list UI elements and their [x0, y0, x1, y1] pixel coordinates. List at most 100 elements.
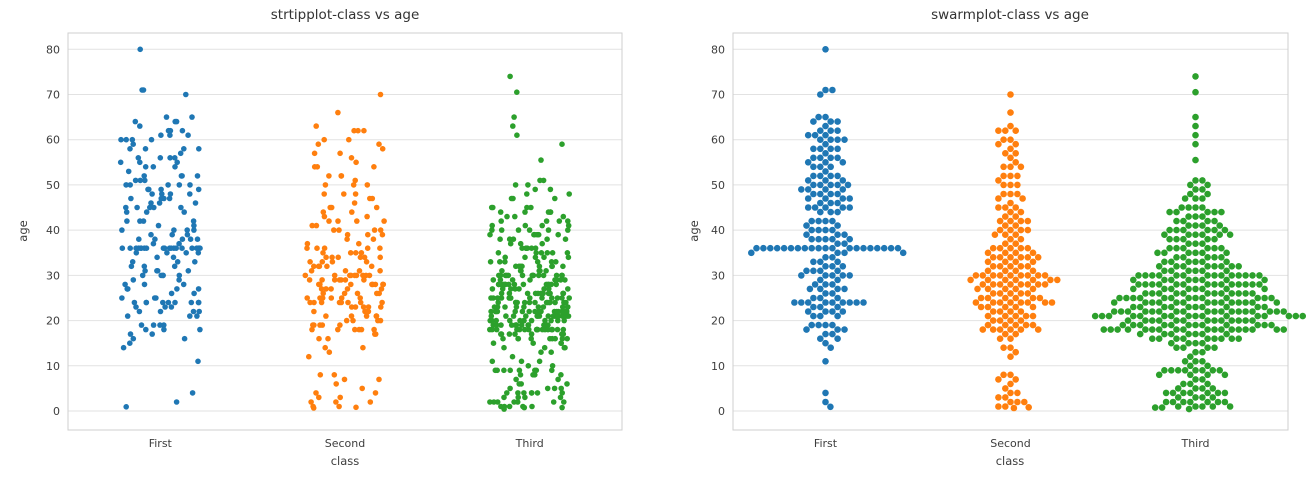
data-point — [316, 335, 322, 342]
data-point — [1192, 321, 1199, 329]
data-point — [1235, 272, 1242, 279]
data-point — [551, 308, 558, 315]
data-point — [1007, 172, 1014, 180]
data-point — [1012, 127, 1019, 134]
data-point — [168, 304, 175, 310]
data-point — [323, 286, 329, 292]
data-point — [1199, 177, 1206, 184]
data-point — [810, 172, 817, 180]
data-point — [827, 154, 834, 162]
data-point — [565, 286, 571, 292]
data-point — [1223, 249, 1230, 257]
data-point — [822, 46, 829, 53]
data-point — [1192, 204, 1199, 211]
data-point — [846, 244, 853, 252]
data-point — [822, 244, 829, 252]
data-point — [195, 250, 202, 256]
data-point — [336, 227, 342, 233]
data-point — [1161, 267, 1168, 275]
data-point — [804, 299, 812, 306]
data-point — [1204, 389, 1211, 397]
data-point — [1161, 367, 1168, 374]
data-point — [1029, 312, 1037, 320]
y-tick-label: 40 — [46, 224, 60, 237]
data-point — [810, 163, 817, 171]
data-point — [561, 313, 568, 319]
data-point — [1041, 299, 1049, 306]
data-point — [1256, 272, 1263, 279]
data-point — [811, 131, 819, 139]
data-point — [1192, 156, 1199, 164]
data-point — [822, 168, 829, 175]
data-point — [317, 372, 324, 378]
data-point — [1218, 290, 1225, 297]
data-point — [516, 367, 523, 374]
data-point — [1173, 263, 1180, 270]
data-point — [506, 290, 513, 297]
data-point — [984, 303, 992, 311]
data-point — [1223, 267, 1230, 275]
data-point — [1149, 272, 1156, 279]
data-point — [822, 140, 829, 148]
data-point — [1204, 299, 1211, 306]
data-point — [1136, 303, 1144, 311]
data-point — [343, 317, 350, 324]
data-point — [1180, 398, 1187, 406]
data-point — [1155, 272, 1163, 279]
data-point — [516, 263, 522, 270]
data-point — [1002, 285, 1009, 293]
data-point — [148, 231, 154, 238]
data-point — [501, 394, 507, 401]
data-point — [1199, 294, 1206, 302]
data-point — [179, 236, 186, 242]
data-point — [141, 173, 147, 179]
data-point — [503, 313, 509, 319]
data-point — [138, 322, 145, 328]
data-point — [353, 159, 359, 166]
data-point — [1100, 326, 1108, 333]
data-point — [1242, 326, 1249, 333]
data-point — [1124, 317, 1132, 324]
data-point — [804, 159, 812, 166]
data-point — [1168, 321, 1175, 329]
data-point — [1211, 308, 1218, 315]
data-point — [989, 308, 997, 315]
data-point — [798, 186, 805, 193]
data-point — [1185, 204, 1192, 211]
data-point — [522, 209, 528, 215]
y-tick-label: 30 — [711, 269, 725, 282]
data-point — [1154, 249, 1161, 257]
data-point — [1024, 253, 1032, 261]
data-point — [331, 277, 338, 283]
data-point — [521, 299, 528, 306]
data-point — [834, 303, 841, 311]
data-point — [487, 326, 493, 333]
data-point — [829, 330, 836, 338]
data-point — [1199, 303, 1206, 311]
data-point — [1014, 172, 1021, 180]
data-point — [1162, 389, 1170, 397]
data-point — [129, 136, 136, 143]
data-point — [1174, 385, 1182, 392]
data-point — [794, 244, 802, 252]
data-point — [803, 267, 810, 275]
data-point — [1187, 380, 1194, 388]
data-point — [504, 390, 510, 396]
data-point — [377, 245, 383, 251]
data-point — [521, 326, 528, 333]
data-point — [489, 317, 495, 324]
data-point — [1292, 312, 1300, 320]
data-point — [353, 250, 359, 256]
data-point — [335, 326, 341, 333]
data-point — [1211, 317, 1218, 324]
data-point — [562, 277, 568, 283]
data-point — [874, 244, 881, 252]
data-point — [498, 322, 504, 328]
data-point — [561, 308, 568, 315]
data-point — [1249, 290, 1256, 297]
data-point — [538, 349, 544, 356]
data-point — [1123, 294, 1130, 302]
data-point — [829, 226, 836, 234]
data-point — [1007, 163, 1014, 171]
data-point — [194, 173, 201, 179]
